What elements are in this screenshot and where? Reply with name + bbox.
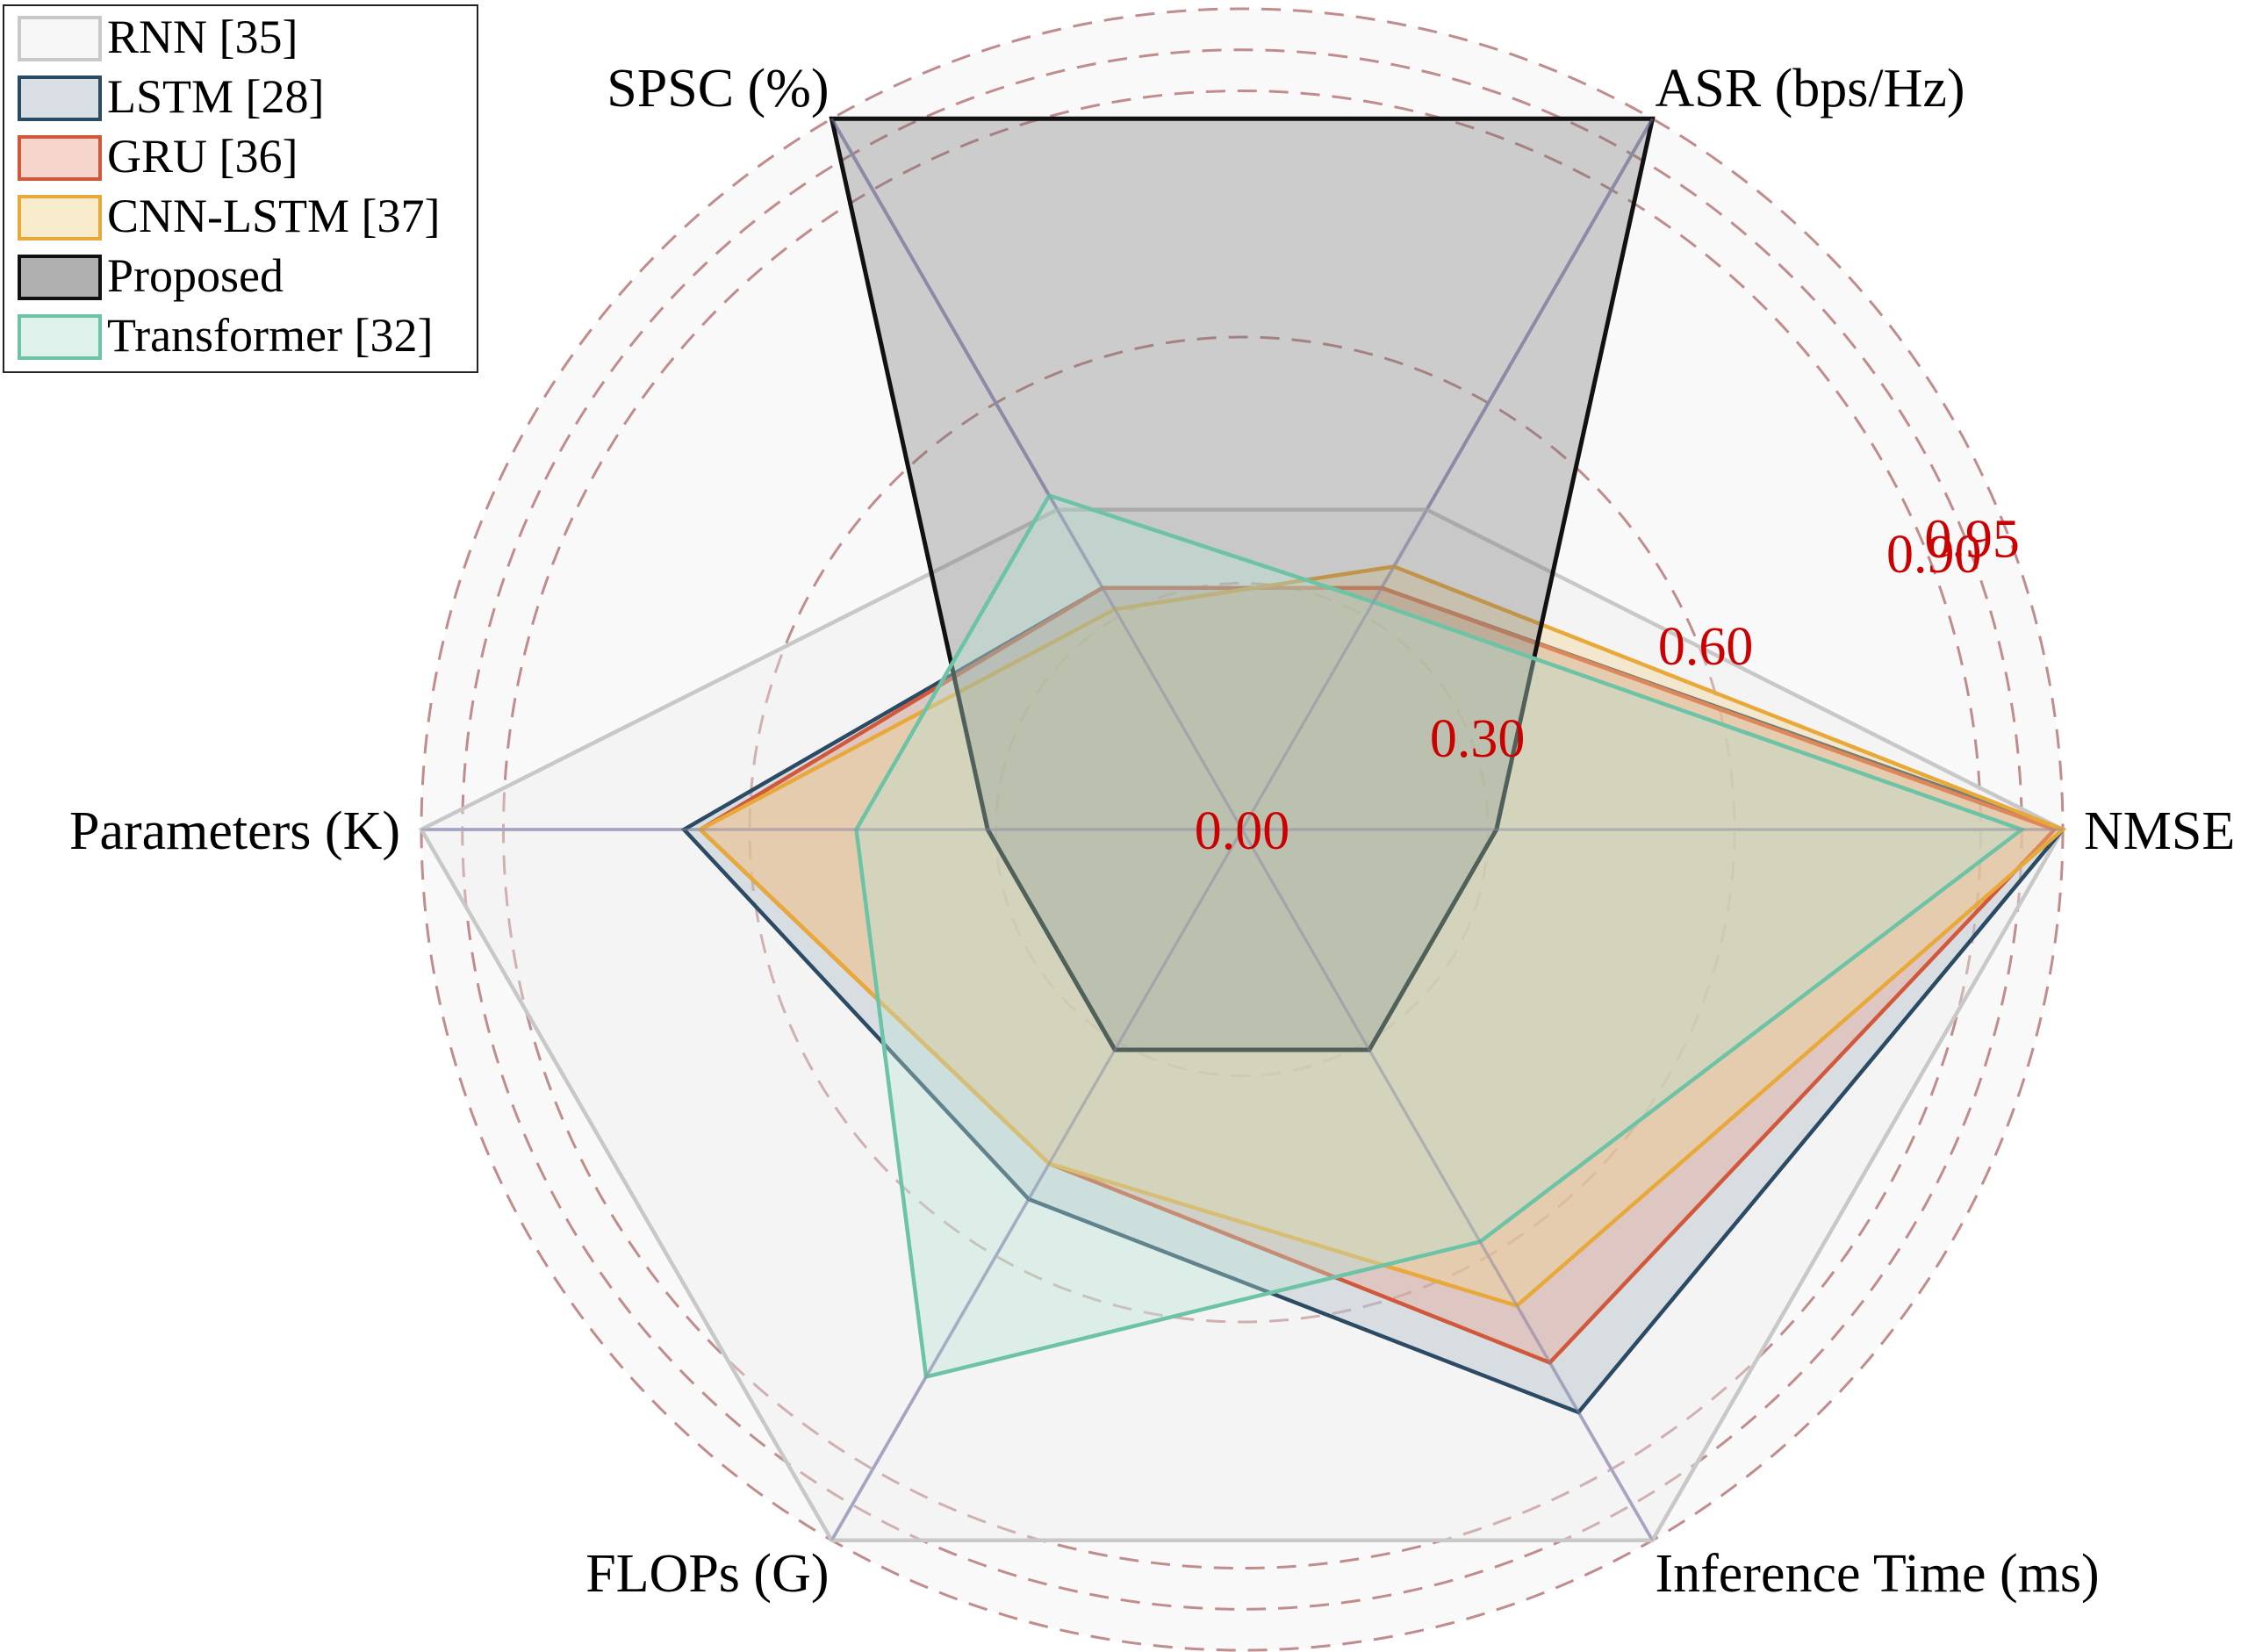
axis-spoke-overlay-2 xyxy=(830,118,1244,830)
radial-tick-3: 0.90 xyxy=(1886,525,1982,585)
radial-tick-2: 0.60 xyxy=(1658,617,1754,677)
series-layer xyxy=(418,116,2067,1542)
series-polygon-0 xyxy=(418,507,2066,1542)
legend-label-2: GRU [36] xyxy=(107,130,298,183)
radial-tick-0: 0.00 xyxy=(1195,801,1290,861)
legend-label-0: RNN [35] xyxy=(107,11,298,63)
axis-label-4: FLOPs (G) xyxy=(585,1544,829,1604)
axis-labels: NMSE ASR (bps/Hz) SPSC (%) Parameters (K) FL… xyxy=(69,59,2235,1604)
radial-tick-4: 0.95 xyxy=(1924,509,2020,569)
legend-swatch-3 xyxy=(18,195,102,241)
axis-spoke-overlay-4 xyxy=(830,829,1244,1541)
legend-swatch-5 xyxy=(18,314,102,360)
axis-label-1: ASR (bps/Hz) xyxy=(1656,59,1965,119)
legend: RNN [35] LSTM [28] GRU [36] CNN-LSTM [37] Pr… xyxy=(3,4,478,373)
axis-spoke-4 xyxy=(830,829,1244,1541)
legend-swatch-1 xyxy=(18,75,102,121)
radial-ticks: 0.00 0.30 0.60 0.900.95 xyxy=(1195,509,2020,861)
radial-tick-1: 0.30 xyxy=(1430,709,1526,769)
legend-box xyxy=(3,4,478,373)
series-polygon-4 xyxy=(829,116,1656,1052)
axis-spoke-overlay-1 xyxy=(1240,118,1654,830)
series-polygon-5 xyxy=(854,492,2026,1380)
axis-spoke-5 xyxy=(1240,829,1655,1541)
axis-label-0: NMSE xyxy=(2084,801,2235,861)
legend-swatch-2 xyxy=(18,135,102,181)
legend-swatch-4 xyxy=(18,255,102,300)
legend-label-5: Transformer [32] xyxy=(107,309,433,362)
legend-label-3: CNN-LSTM [37] xyxy=(107,190,440,242)
axis-label-2: SPSC (%) xyxy=(607,59,829,119)
axis-spoke-overlay-5 xyxy=(1240,829,1654,1541)
legend-label-4: Proposed xyxy=(107,249,284,302)
axis-label-5: Inference Time (ms) xyxy=(1656,1544,2100,1604)
legend-swatch-0 xyxy=(18,16,102,61)
axis-spoke-1 xyxy=(1240,118,1655,831)
series-polygon-3 xyxy=(697,564,2067,1309)
axis-label-3: Parameters (K) xyxy=(69,801,400,861)
axis-spoke-2 xyxy=(830,118,1244,831)
legend-label-1: LSTM [28] xyxy=(107,70,324,123)
